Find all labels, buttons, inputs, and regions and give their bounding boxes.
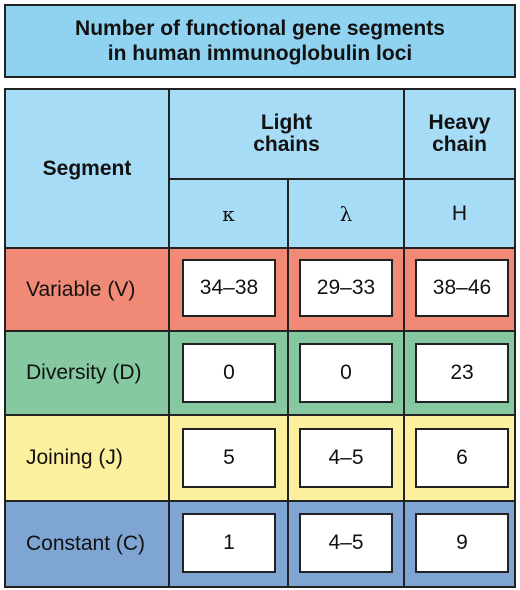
- header-light-line-2: chains: [253, 133, 320, 156]
- value-constant-heavy: 9: [415, 513, 509, 573]
- title-line-2: in human immunoglobulin loci: [107, 42, 413, 65]
- row-label-variable: Variable (V): [26, 277, 136, 301]
- subheader-heavy-label: H: [451, 201, 468, 225]
- value-variable-lambda: 29–33: [299, 259, 393, 317]
- header-segment: Segment: [6, 90, 168, 247]
- header-heavy-line-1: Heavy: [428, 111, 491, 134]
- title-line-1: Number of functional gene segments: [75, 17, 445, 40]
- value-variable-kappa: 34–38: [182, 259, 276, 317]
- header-light-line-1: Light: [260, 111, 313, 134]
- header-heavy-chain: Heavy chain: [405, 90, 514, 178]
- subheader-kappa-label: κ: [222, 201, 235, 226]
- value-joining-heavy: 6: [415, 428, 509, 488]
- subheader-lambda: λ: [289, 180, 403, 247]
- value-joining-lambda: 4–5: [299, 428, 393, 488]
- subheader-kappa: κ: [170, 180, 287, 247]
- value-constant-kappa: 1: [182, 513, 276, 573]
- divider-kappa-lambda: [287, 180, 289, 586]
- value-joining-kappa: 5: [182, 428, 276, 488]
- value-diversity-lambda: 0: [299, 343, 393, 403]
- header-light-chains: Light chains: [170, 90, 403, 178]
- value-variable-heavy: 38–46: [415, 259, 509, 317]
- row-label-constant: Constant (C): [26, 532, 146, 555]
- subheader-heavy: H: [405, 180, 514, 247]
- table-title: Number of functional gene segments in hu…: [4, 4, 516, 78]
- row-label-joining: Joining (J): [26, 446, 123, 469]
- divider-subheader: [168, 178, 514, 180]
- divider-segment: [168, 90, 170, 586]
- subheader-lambda-label: λ: [339, 201, 353, 226]
- value-diversity-heavy: 23: [415, 343, 509, 403]
- header-band: [6, 90, 514, 247]
- value-constant-lambda: 4–5: [299, 513, 393, 573]
- row-label-diversity: Diversity (D): [26, 361, 142, 384]
- gene-segment-table: Segment Light chains Heavy chain κ λ H V…: [4, 88, 516, 588]
- value-diversity-kappa: 0: [182, 343, 276, 403]
- header-segment-label: Segment: [42, 156, 132, 180]
- divider-light-heavy: [403, 90, 405, 586]
- header-heavy-line-2: chain: [432, 133, 487, 156]
